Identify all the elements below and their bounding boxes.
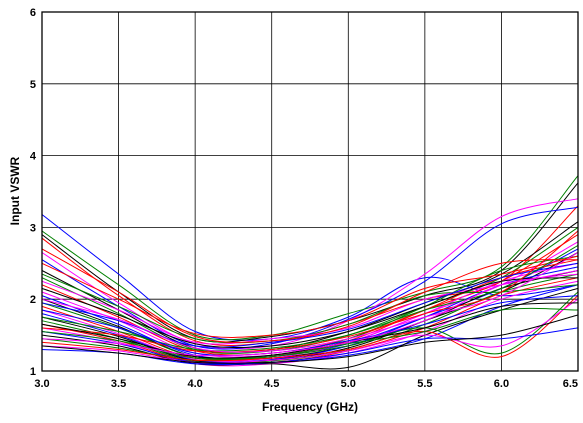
x-tick-label-2: 4.0 xyxy=(187,378,202,390)
series-line-34 xyxy=(41,230,579,353)
series-line-2 xyxy=(41,175,579,341)
x-tick-labels: 3.0 3.5 4.0 4.5 5.0 5.5 6.0 6.5 xyxy=(34,378,578,390)
series-line-39 xyxy=(41,248,579,343)
series-line-32 xyxy=(41,277,579,349)
series-line-24 xyxy=(41,295,579,362)
grid-lines xyxy=(42,12,578,371)
series-line-1 xyxy=(41,214,579,341)
y-tick-labels: 1 2 3 4 5 6 xyxy=(30,7,37,378)
series-line-7 xyxy=(41,221,579,353)
x-tick-label-0: 3.0 xyxy=(34,378,49,390)
x-tick-label-6: 6.0 xyxy=(494,378,509,390)
y-tick-label-2: 3 xyxy=(30,222,36,234)
series-line-40 xyxy=(41,273,579,357)
series-line-38 xyxy=(41,307,579,360)
y-tick-label-5: 6 xyxy=(30,7,36,19)
series-line-33 xyxy=(41,244,579,352)
x-axis-title: Frequency (GHz) xyxy=(262,400,358,414)
series-line-36 xyxy=(41,295,579,356)
series-line-25 xyxy=(41,298,579,364)
y-axis-title: Input VSWR xyxy=(8,156,22,225)
x-tick-label-7: 6.5 xyxy=(563,378,578,390)
series-line-6 xyxy=(41,206,579,350)
series-lines xyxy=(41,175,579,370)
y-tick-label-4: 5 xyxy=(30,79,36,91)
y-tick-label-3: 4 xyxy=(30,151,37,163)
x-tick-label-5: 5.5 xyxy=(417,378,432,390)
series-line-37 xyxy=(41,302,579,359)
x-tick-label-1: 3.5 xyxy=(111,378,126,390)
series-line-29 xyxy=(41,255,579,338)
series-line-30 xyxy=(41,270,579,345)
y-tick-label-1: 2 xyxy=(30,294,36,306)
series-line-35 xyxy=(41,252,579,353)
series-line-31 xyxy=(41,262,579,348)
x-tick-label-3: 4.5 xyxy=(264,378,279,390)
series-line-27 xyxy=(41,314,579,364)
series-line-22 xyxy=(41,287,579,370)
plot-border xyxy=(41,11,579,372)
series-line-23 xyxy=(41,291,579,362)
y-tick-label-0: 1 xyxy=(30,366,36,378)
plot-area xyxy=(42,12,578,371)
x-tick-label-4: 5.0 xyxy=(341,378,356,390)
series-line-21 xyxy=(41,284,579,365)
